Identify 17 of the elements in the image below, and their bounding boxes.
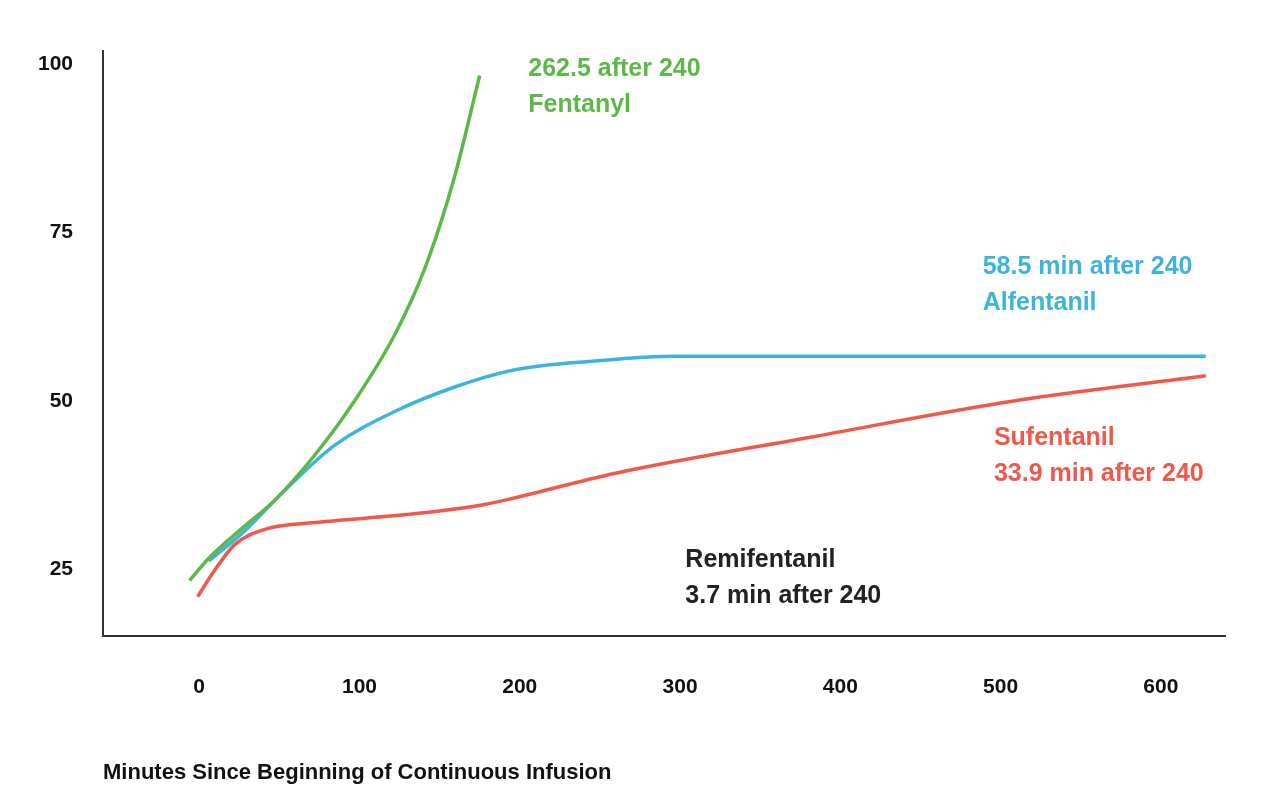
line-series (187, 73, 482, 583)
annotation: 262.5 after 240 Fentanyl (528, 53, 701, 118)
y-tick-label: 25 (49, 555, 74, 579)
x-tick-label: 300 (662, 673, 698, 697)
x-tick-label: 400 (822, 673, 858, 697)
x-tick-label: 600 (1143, 673, 1179, 697)
x-tick-label: 500 (983, 673, 1019, 697)
x-tick-label: 200 (502, 673, 538, 697)
x-tick-label: 100 (341, 673, 378, 697)
annotation: 58.5 min after 240 Alfentanil (982, 250, 1193, 315)
annotation: Sufentanil 33.9 min after 240 (993, 422, 1204, 487)
y-tick-label: 50 (49, 387, 74, 411)
x-tick-label: 0 (193, 673, 206, 697)
annotation: Remifentanil 3.7 min after 240 (685, 544, 882, 609)
y-tick-label: 75 (49, 219, 74, 243)
y-tick-label: 100 (37, 50, 74, 74)
x-axis-title: Minutes Since Beginning of Continuous Infusion (103, 758, 612, 784)
